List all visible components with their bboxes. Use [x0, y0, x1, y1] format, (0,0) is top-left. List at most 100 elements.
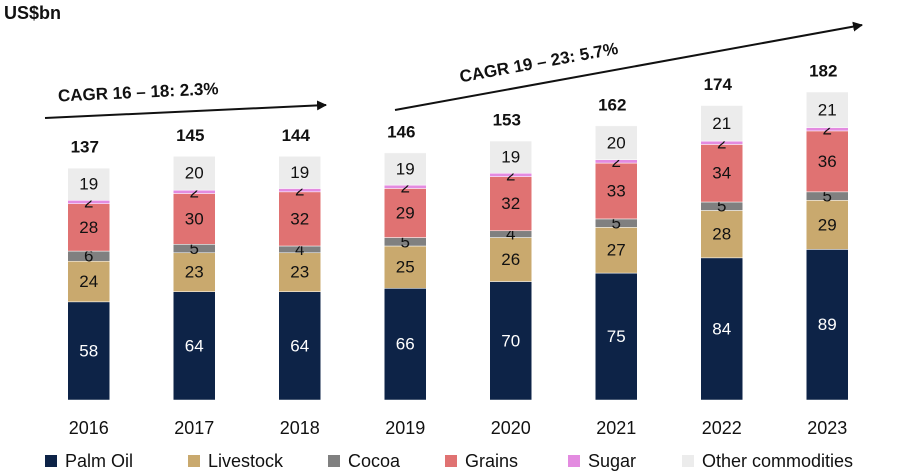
legend-swatch	[188, 455, 200, 467]
legend-swatch	[328, 455, 340, 467]
segment-label: 84	[712, 319, 731, 338]
total-label: 145	[176, 126, 204, 145]
segment-label: 20	[185, 164, 204, 183]
segment-label: 70	[501, 331, 520, 350]
x-tick-label: 2018	[280, 418, 320, 438]
segment-label: 2	[612, 152, 621, 171]
segment-label: 26	[501, 250, 520, 269]
x-tick-label: 2019	[385, 418, 425, 438]
segment-label: 25	[396, 258, 415, 277]
x-tick-label: 2020	[491, 418, 531, 438]
segment-label: 32	[501, 194, 520, 213]
segment-label: 2	[717, 133, 726, 152]
bar-segment	[489, 237, 532, 282]
segment-label: 19	[290, 163, 309, 182]
segment-label: 64	[185, 336, 204, 355]
bar-segment	[700, 105, 743, 142]
legend-label: Sugar	[588, 451, 636, 471]
cagr-arrow	[44, 100, 327, 119]
bar-segment	[489, 176, 532, 232]
segment-label: 21	[818, 100, 837, 119]
bar-segment	[384, 152, 427, 186]
segment-label: 89	[818, 315, 837, 334]
legend-swatch	[682, 455, 694, 467]
segment-label: 30	[185, 209, 204, 228]
bar-segment	[278, 191, 321, 247]
bar-segment	[173, 193, 216, 245]
bar-segment	[806, 249, 849, 401]
bar-segment	[384, 288, 427, 401]
segment-label: 23	[185, 263, 204, 282]
segment-label: 2	[401, 177, 410, 196]
bar-segment	[806, 130, 849, 193]
segment-label: 28	[79, 218, 98, 237]
segment-label: 29	[818, 215, 837, 234]
segment-label: 28	[712, 225, 731, 244]
bar-segment	[384, 245, 427, 289]
segment-label: 5	[612, 214, 621, 233]
segment-label: 64	[290, 336, 309, 355]
bar-segment	[595, 272, 638, 401]
total-label: 144	[282, 126, 311, 145]
segment-label: 23	[290, 263, 309, 282]
bar-segment	[489, 281, 532, 401]
x-tick-label: 2016	[69, 418, 109, 438]
bar-segment	[700, 210, 743, 259]
legend-label: Livestock	[208, 451, 284, 471]
segment-label: 2	[84, 192, 93, 211]
total-label: 162	[598, 95, 626, 114]
bar-segment	[278, 156, 321, 189]
segment-label: 6	[84, 247, 93, 266]
bar-segment	[595, 227, 638, 274]
x-tick-label: 2023	[807, 418, 847, 438]
segment-label: 27	[607, 241, 626, 260]
legend-label: Cocoa	[348, 451, 401, 471]
bar-segment	[67, 260, 110, 303]
segment-label: 2	[823, 120, 832, 139]
legend-swatch	[568, 455, 580, 467]
segment-label: 5	[717, 197, 726, 216]
bar-segment	[278, 291, 321, 401]
segment-label: 5	[823, 187, 832, 206]
segment-label: 19	[396, 159, 415, 178]
bar-segment	[384, 188, 427, 238]
segment-label: 5	[401, 232, 410, 251]
legend-swatch	[45, 455, 57, 467]
segment-label: 20	[607, 133, 626, 152]
bar-segment	[278, 252, 321, 292]
total-label: 137	[71, 138, 99, 157]
segment-label: 2	[190, 182, 199, 201]
segment-label: 2	[506, 165, 515, 184]
segment-label: 33	[607, 181, 626, 200]
segment-label: 2	[295, 181, 304, 200]
segment-label: 32	[290, 209, 309, 228]
bar-segment	[700, 257, 743, 401]
segment-label: 21	[712, 114, 731, 133]
segment-label: 34	[712, 164, 731, 183]
segment-label: 66	[396, 335, 415, 354]
segment-label: 75	[607, 327, 626, 346]
total-label: 174	[704, 75, 733, 94]
cagr-annotation: CAGR 16 – 18: 2.3%	[58, 79, 219, 105]
legend-label: Other commodities	[702, 451, 853, 471]
x-tick-label: 2022	[702, 418, 742, 438]
legend-swatch	[445, 455, 457, 467]
bar-segment	[595, 125, 638, 160]
segment-label: 5	[190, 239, 199, 258]
segment-label: 58	[79, 341, 98, 360]
bar-segment	[67, 203, 110, 252]
x-tick-label: 2017	[174, 418, 214, 438]
segment-label: 29	[396, 203, 415, 222]
bar-segment	[595, 162, 638, 220]
segment-label: 36	[818, 152, 837, 171]
total-label: 153	[493, 111, 521, 130]
segment-label: 24	[79, 272, 98, 291]
bar-segment	[67, 301, 110, 401]
legend-label: Grains	[465, 451, 518, 471]
legend-label: Palm Oil	[65, 451, 133, 471]
cagr-annotation: CAGR 19 – 23: 5.7%	[458, 39, 619, 86]
segment-label: 4	[295, 240, 304, 259]
bar-segment	[489, 140, 532, 174]
segment-label: 4	[506, 225, 515, 244]
